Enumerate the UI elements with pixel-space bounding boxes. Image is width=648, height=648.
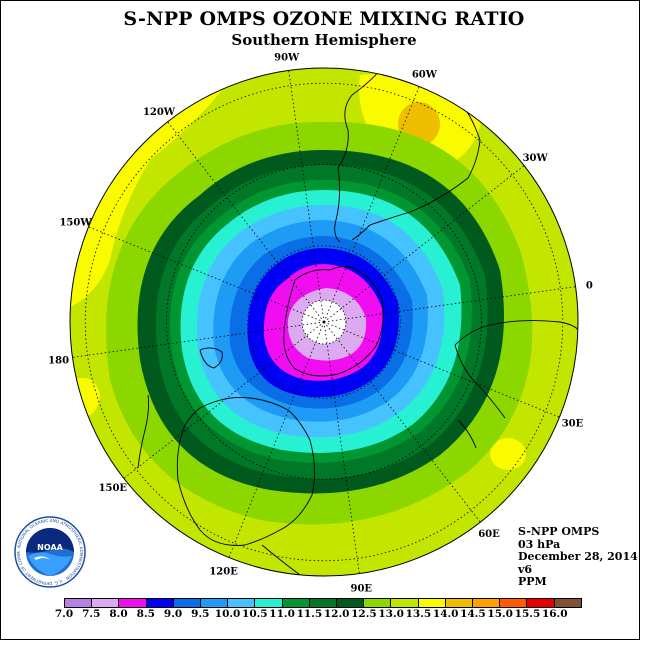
- longitude-label: 150W: [59, 218, 92, 229]
- colorbar-segment: [146, 599, 174, 607]
- colorbar-tick-label: 15.5: [514, 608, 541, 620]
- date-label: December 28, 2014: [518, 550, 638, 563]
- longitude-label: 120E: [209, 566, 238, 577]
- colorbar-segment: [309, 599, 338, 607]
- colorbar-segment: [445, 599, 474, 607]
- longitude-label: 90E: [351, 583, 373, 594]
- colorbar-tick-label: 9.0: [163, 608, 183, 620]
- colorbar-segment: [92, 599, 120, 607]
- longitude-label: 150E: [99, 483, 128, 494]
- pressure-level: 03 hPa: [518, 537, 561, 551]
- colorbar-segment: [364, 599, 392, 607]
- colorbar-tick-label: 9.5: [191, 608, 210, 620]
- coastline-south-america: [334, 167, 341, 243]
- colorbar-tick-label: 7.0: [54, 608, 74, 620]
- longitude-label: 120W: [143, 107, 176, 118]
- map-subtitle: Southern Hemisphere: [231, 31, 417, 49]
- colorbar-tick-label: 13.0: [378, 608, 404, 620]
- info-block: S-NPP OMPS 03 hPa December 28, 2014 v6 P…: [518, 525, 638, 589]
- colorbar-tick-label: 11.0: [269, 608, 295, 620]
- colorbar-segment: [337, 599, 365, 607]
- latitude-circle: [84, 82, 564, 562]
- units-label: PPM: [518, 575, 547, 588]
- colorbar-segment: [473, 599, 501, 607]
- colorbar-segment: [418, 599, 446, 607]
- longitude-label: 60E: [478, 529, 500, 540]
- coastline-south-america: [337, 69, 381, 169]
- colorbar-segment: [391, 599, 419, 607]
- colorbar-segment: [500, 599, 528, 607]
- map-boundary: [69, 67, 579, 577]
- coastline-africa: [454, 344, 506, 419]
- colorbar-tick-label: 8.0: [109, 608, 128, 620]
- ozone-patch-yellow: [490, 438, 526, 470]
- longitude-label: 180: [48, 355, 69, 366]
- longitude-label: 90W: [274, 53, 300, 64]
- colorbar-tick-label: 7.5: [82, 608, 101, 620]
- colorbar-segment: [173, 599, 202, 607]
- colorbar-segment: [119, 599, 147, 607]
- coastline-africa: [454, 320, 578, 346]
- colorbar-tick-label: 12.5: [351, 608, 377, 620]
- colorbar-tick-label: 12.0: [323, 608, 350, 620]
- colorbar-tick-labels: 7.0 7.5 8.0 8.5 9.0 9.5 10.0 10.5 11.0 11.5 12.0 12…: [55, 608, 582, 622]
- longitude-label: 30W: [523, 153, 549, 164]
- colorbar-segment: [527, 599, 555, 607]
- colorbar-segment: [201, 599, 229, 607]
- coastline-new-zealand: [199, 347, 223, 369]
- colorbar-tick-label: 16.0: [541, 608, 568, 620]
- colorbar-tick-label: 14.0: [432, 608, 459, 620]
- colorbar-tick-label: 14.5: [460, 608, 486, 620]
- colorbar-tick-label: 8.5: [136, 608, 155, 620]
- noaa-logo: NATIONAL OCEANIC AND ATMOSPHERIC ADMINIS…: [14, 516, 86, 588]
- colorbar-segment: [65, 599, 93, 607]
- colorbar-segment: [228, 599, 256, 607]
- colorbar-tick-label: 11.5: [296, 608, 323, 620]
- ozone-field: [70, 68, 578, 576]
- colorbar: [64, 598, 582, 608]
- figure-frame: [0, 0, 640, 640]
- coastline-indonesia: [261, 544, 301, 576]
- latitude-circle: [166, 164, 482, 480]
- graticule: [72, 70, 576, 574]
- coastline-australia: [176, 397, 315, 546]
- latitude-circle: [247, 245, 401, 399]
- longitude-label: 30E: [562, 418, 584, 429]
- longitude-label: 0: [586, 281, 593, 292]
- colorbar-tick-label: 10.0: [214, 608, 241, 620]
- colorbar-tick-label: 15.0: [487, 608, 513, 620]
- colorbar-segment: [282, 599, 310, 607]
- instrument-label: S-NPP OMPS: [518, 525, 600, 538]
- colorbar-tick-label: 13.5: [405, 608, 432, 620]
- coastline-antarctica: [283, 266, 384, 377]
- noaa-logo-text: NOAA: [37, 543, 63, 552]
- polar-circle: [301, 299, 347, 345]
- coastline-islands: [137, 394, 150, 469]
- longitude-label: 60W: [412, 70, 438, 81]
- coastline-madagascar: [457, 419, 477, 449]
- map-title: S-NPP OMPS OZONE MIXING RATIO: [123, 8, 525, 30]
- colorbar-tick-label: 10.5: [242, 608, 268, 620]
- colorbar-segment: [554, 599, 581, 607]
- longitude-labels: 0 30E 60E 90E 120E 150E 180 150W 120W 90W 60W 30W: [48, 53, 593, 595]
- version-label: v6: [518, 562, 533, 576]
- colorbar-segment: [255, 599, 283, 607]
